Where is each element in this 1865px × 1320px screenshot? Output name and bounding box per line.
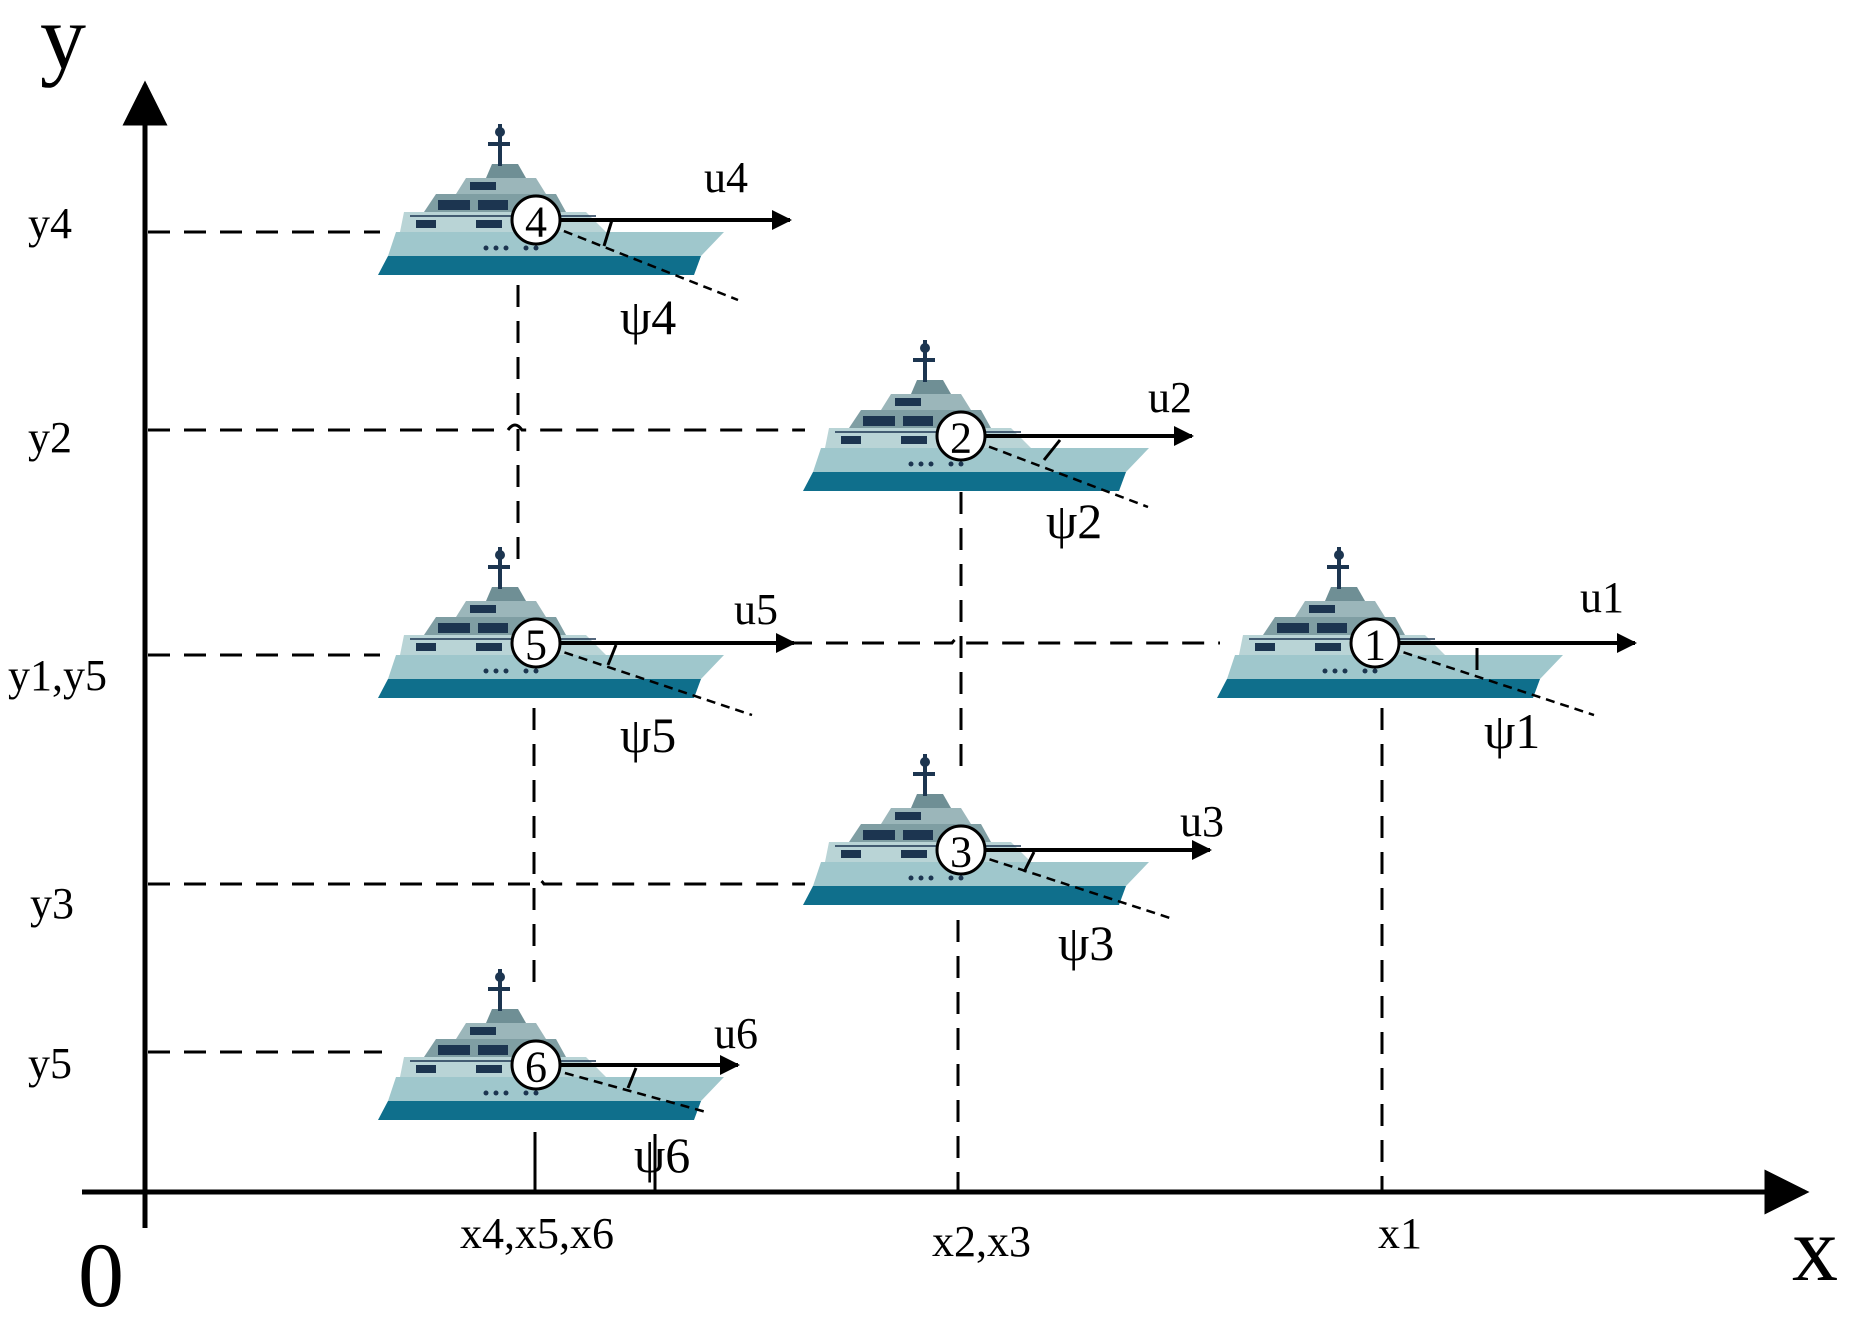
velocity-label: u3: [1180, 797, 1224, 846]
vessel-number-circle: [510, 194, 562, 246]
angle-arc: [1022, 851, 1036, 873]
vessel-number: 2: [950, 414, 972, 463]
y-axis-letter: y: [40, 0, 86, 88]
y-tick-label: y3: [30, 879, 74, 928]
vessel-number-circle: [1349, 617, 1401, 669]
vessel-1: 1 u1 ψ1: [1216, 546, 1637, 759]
y-tick-label: y4: [28, 199, 72, 248]
x-axis-letter: x: [1792, 1198, 1838, 1300]
projection-line-y2: [148, 423, 805, 432]
vessel-number: 3: [950, 828, 972, 877]
angle-arc: [1042, 439, 1062, 461]
angle-arc: [602, 219, 614, 247]
velocity-label: u2: [1148, 373, 1192, 422]
vessel-3: 3 u3 ψ3: [802, 753, 1224, 971]
y-tick-label: y1,y5: [8, 651, 107, 700]
projection-line-y3: [148, 877, 805, 886]
x-tick-label: x4,x5,x6: [460, 1209, 614, 1258]
heading-label: ψ6: [634, 1127, 690, 1183]
vessel-6: 6 u6 ψ6: [377, 968, 758, 1183]
heading-line: [1374, 641, 1595, 717]
heading-label: ψ2: [1046, 493, 1102, 549]
origin-label: 0: [78, 1224, 124, 1320]
angle-arc: [606, 644, 618, 666]
vessel-number-circle: [935, 410, 987, 462]
y-tick-label: y2: [28, 413, 72, 462]
heading-line: [535, 641, 753, 717]
vessel-number: 6: [525, 1043, 547, 1092]
y-tick-label: y5: [28, 1039, 72, 1088]
velocity-label: u5: [734, 585, 778, 634]
projection-line-y1-right: [790, 636, 1220, 645]
x-tick-label: x2,x3: [932, 1217, 1031, 1266]
vessel-number: 1: [1364, 621, 1386, 670]
x-tick-label: x1: [1378, 1209, 1422, 1258]
vessel-4: 4 u4 ψ4: [377, 123, 792, 345]
velocity-label: u4: [704, 153, 748, 202]
vessel-number-circle: [935, 824, 987, 876]
vessel-number-circle: [510, 1039, 562, 1091]
heading-label: ψ4: [620, 289, 676, 345]
vessel-5: 5 u5 ψ5: [377, 546, 796, 763]
vessel-number: 5: [525, 621, 547, 670]
heading-label: ψ1: [1484, 703, 1540, 759]
heading-line: [535, 218, 739, 302]
velocity-label: u6: [714, 1009, 758, 1058]
heading-label: ψ3: [1058, 915, 1114, 971]
vessel-number: 4: [525, 198, 547, 247]
vessel-number-circle: [510, 617, 562, 669]
heading-line: [960, 848, 1171, 920]
heading-label: ψ5: [620, 707, 676, 763]
vessel-2: 2 u2 ψ2: [802, 339, 1194, 549]
angle-arc: [626, 1067, 638, 1089]
velocity-label: u1: [1580, 573, 1624, 622]
heading-line: [960, 434, 1149, 509]
